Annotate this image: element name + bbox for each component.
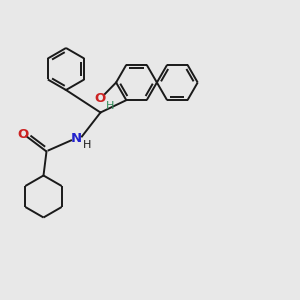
Text: N: N — [71, 132, 82, 145]
Text: H: H — [106, 100, 114, 111]
Text: O: O — [94, 92, 106, 106]
Text: O: O — [17, 128, 29, 141]
Text: H: H — [83, 140, 91, 150]
